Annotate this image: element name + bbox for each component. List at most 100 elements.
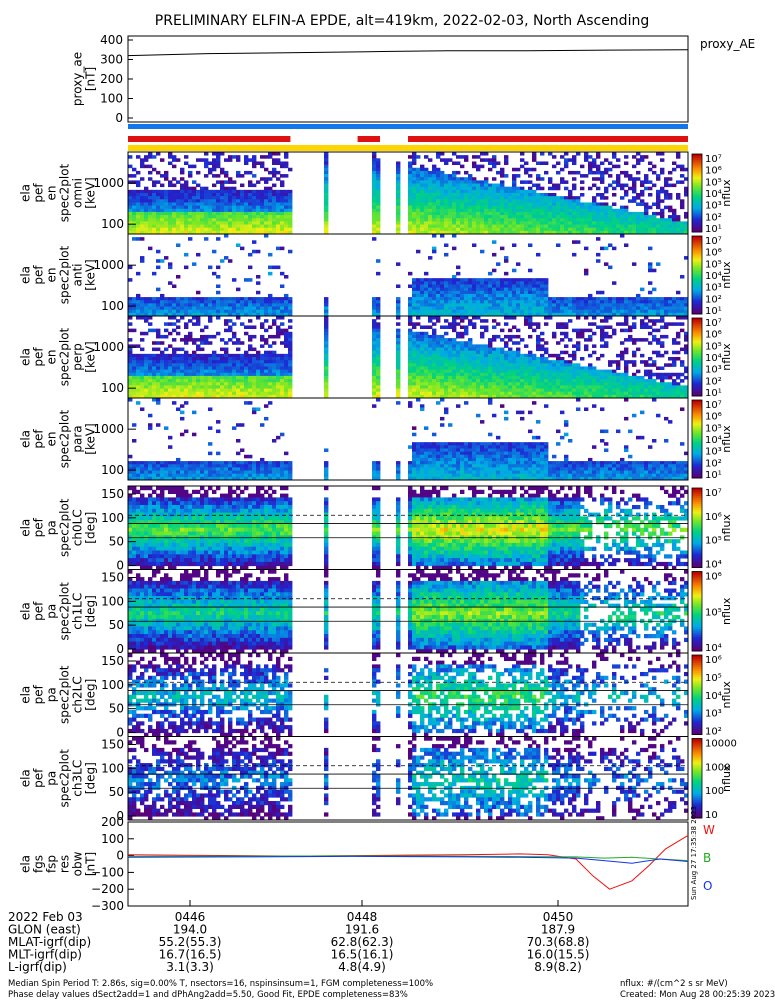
spectro-cell: [372, 360, 377, 364]
spectro-cell: [508, 186, 513, 191]
spectro-cell: [228, 353, 233, 358]
spectro-cell: [252, 240, 257, 244]
spectro-cell: [584, 338, 589, 342]
spectro-cell: [244, 230, 249, 235]
spectro-cell: [604, 158, 609, 162]
spectro-cell: [376, 369, 381, 374]
spectro-cell: [448, 325, 453, 330]
spectro-cell: [532, 379, 537, 383]
spectro-cell: [220, 312, 225, 317]
spectro-cell: [128, 221, 133, 225]
spectro-cell: [436, 189, 441, 194]
spectro-cell: [436, 284, 441, 289]
spectro-cell: [240, 215, 245, 219]
spectro-cell: [408, 227, 413, 232]
spectro-cell: [212, 372, 217, 377]
spectro-cell: [176, 218, 181, 222]
spectro-cell: [568, 388, 573, 393]
spectro-cell: [224, 388, 229, 393]
spectro-cell: [488, 379, 493, 383]
spectro-cell: [528, 193, 533, 197]
spectro-cbar-cell: [692, 189, 702, 192]
spectro-cell: [508, 350, 513, 355]
spectro-cell: [428, 158, 433, 162]
spectro-cell: [464, 290, 469, 295]
spectro-cell: [420, 312, 425, 317]
spectro-cell: [272, 265, 277, 270]
spectro-cell: [324, 300, 329, 304]
spectro-cell: [284, 379, 289, 383]
spectro-cell: [280, 183, 285, 188]
spectro-cell: [424, 350, 429, 355]
proxy-ae-legend: proxy_AE: [700, 37, 755, 51]
spectro-cell: [520, 221, 525, 225]
spectro-cell: [424, 372, 429, 377]
spectro-cell: [168, 196, 173, 200]
spectro-cell: [156, 357, 161, 361]
spectro-cell: [532, 363, 537, 367]
spectro-cell: [472, 347, 477, 352]
spectro-cell: [284, 221, 289, 225]
spectro-cell: [620, 300, 625, 304]
spectro-cell: [128, 382, 133, 386]
spectro-cell: [680, 300, 685, 304]
spectro-cell: [568, 366, 573, 371]
spectro-cell: [164, 202, 169, 207]
spectro-cell: [220, 379, 225, 383]
spectro-cell: [172, 388, 177, 393]
spectro-cell: [540, 372, 545, 377]
spectro-cell: [492, 309, 497, 314]
spectro-cell: [432, 224, 437, 229]
spectro-cell: [180, 394, 185, 399]
spectro-cell: [244, 388, 249, 393]
spectro-cell: [452, 275, 457, 279]
spectro-cell: [536, 360, 541, 364]
spectro-cell: [240, 211, 245, 216]
spectro-cell: [212, 312, 217, 317]
spectro-cell: [464, 205, 469, 210]
spectro-cell: [464, 363, 469, 367]
spectro-cell: [420, 193, 425, 197]
spectro-cell: [672, 218, 677, 222]
spectro-cell: [188, 199, 193, 203]
spectro-cell: [268, 293, 273, 298]
spectro-cell: [544, 211, 549, 216]
spectro-cell: [556, 394, 561, 399]
spectro-cell: [168, 199, 173, 203]
spectro-cell: [516, 334, 521, 339]
spectro-cell: [592, 221, 597, 225]
spectro-cell: [216, 174, 221, 178]
spectro-cell: [220, 218, 225, 222]
spectro-cell: [160, 158, 165, 162]
spectro-cell: [220, 199, 225, 203]
spectro-cell: [420, 287, 425, 292]
spectro-cell: [372, 211, 377, 216]
spectro-cell: [648, 205, 653, 210]
spectro-cell: [264, 306, 269, 311]
spectro-cell: [460, 325, 465, 330]
spectro-cbar-cell: [692, 302, 702, 305]
spectro-cell: [208, 196, 213, 200]
spectro-cell: [156, 224, 161, 229]
spectro-cell: [376, 382, 381, 386]
spectro-cell: [236, 208, 241, 213]
flag-bar-red-segment: [357, 136, 380, 142]
spectro-cell: [628, 227, 633, 232]
spectro-cell: [436, 196, 441, 200]
spectro-cell: [548, 303, 553, 307]
spectro-cell: [668, 309, 673, 314]
spectro-cell: [228, 394, 233, 399]
spectro-cell: [436, 300, 441, 304]
spectro-cell: [156, 353, 161, 358]
spectro-cell: [196, 158, 201, 162]
spectro-cell: [412, 344, 417, 348]
spectro-cell: [488, 290, 493, 295]
spectro-cell: [516, 347, 521, 352]
spectro-cell: [276, 303, 281, 307]
spectro-cell: [184, 372, 189, 377]
spectro-cell: [488, 341, 493, 345]
spectro-cell: [248, 158, 253, 162]
spectro-cell: [408, 316, 413, 320]
spectro-cell: [576, 224, 581, 229]
